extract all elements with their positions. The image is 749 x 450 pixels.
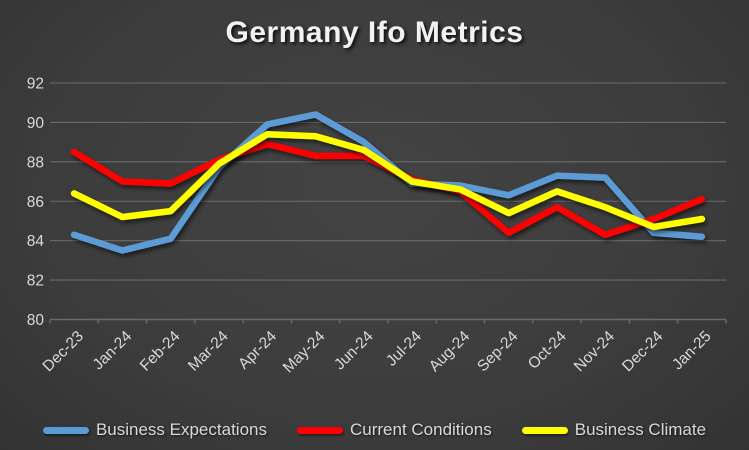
x-axis-label: Dec-24: [619, 328, 667, 376]
x-axis-label: Feb-24: [137, 328, 184, 375]
legend-label: Business Expectations: [95, 420, 267, 439]
x-axis-label: Jan-24: [90, 328, 136, 374]
y-axis-label: 82: [27, 273, 44, 290]
x-axis-label: Dec-23: [40, 328, 87, 375]
legend-marker-icon: [521, 426, 568, 434]
y-axis-label: 88: [27, 154, 44, 171]
series-line-business-climate[interactable]: [70, 130, 706, 231]
y-axis-label: 92: [27, 76, 44, 93]
legend-label: Current Conditions: [349, 420, 492, 439]
x-axis-label: Jul-24: [383, 328, 425, 370]
x-axis-label: Mar-24: [185, 328, 232, 375]
x-axis-label: Jun-24: [331, 328, 377, 374]
y-axis-label: 80: [27, 312, 45, 329]
y-axis-label: 90: [27, 115, 45, 132]
legend-item-business-expectations[interactable]: Business Expectations: [42, 420, 267, 440]
legend-marker-icon: [296, 426, 343, 434]
x-axis-label: Aug-24: [426, 328, 474, 376]
x-axis-label: Apr-24: [235, 328, 280, 373]
legend-item-current-conditions[interactable]: Current Conditions: [296, 420, 492, 440]
legend-item-business-climate[interactable]: Business Climate: [521, 420, 707, 440]
y-axis-label: 86: [27, 194, 44, 211]
x-axis-label: Sep-24: [474, 328, 522, 376]
x-axis-label: Jan-25: [669, 328, 715, 374]
x-axis-label: Oct-24: [525, 328, 570, 373]
legend-marker-icon: [42, 426, 89, 434]
chart-legend: Business Expectations Current Conditions B…: [0, 420, 749, 440]
y-axis-label: 84: [27, 233, 45, 250]
legend-label: Business Climate: [574, 420, 707, 439]
chart-title: Germany Ifo Metrics: [225, 16, 524, 49]
series-line-current-conditions[interactable]: [70, 140, 706, 239]
x-axis-label: Nov-24: [571, 328, 619, 376]
x-axis-label: May-24: [280, 328, 329, 377]
